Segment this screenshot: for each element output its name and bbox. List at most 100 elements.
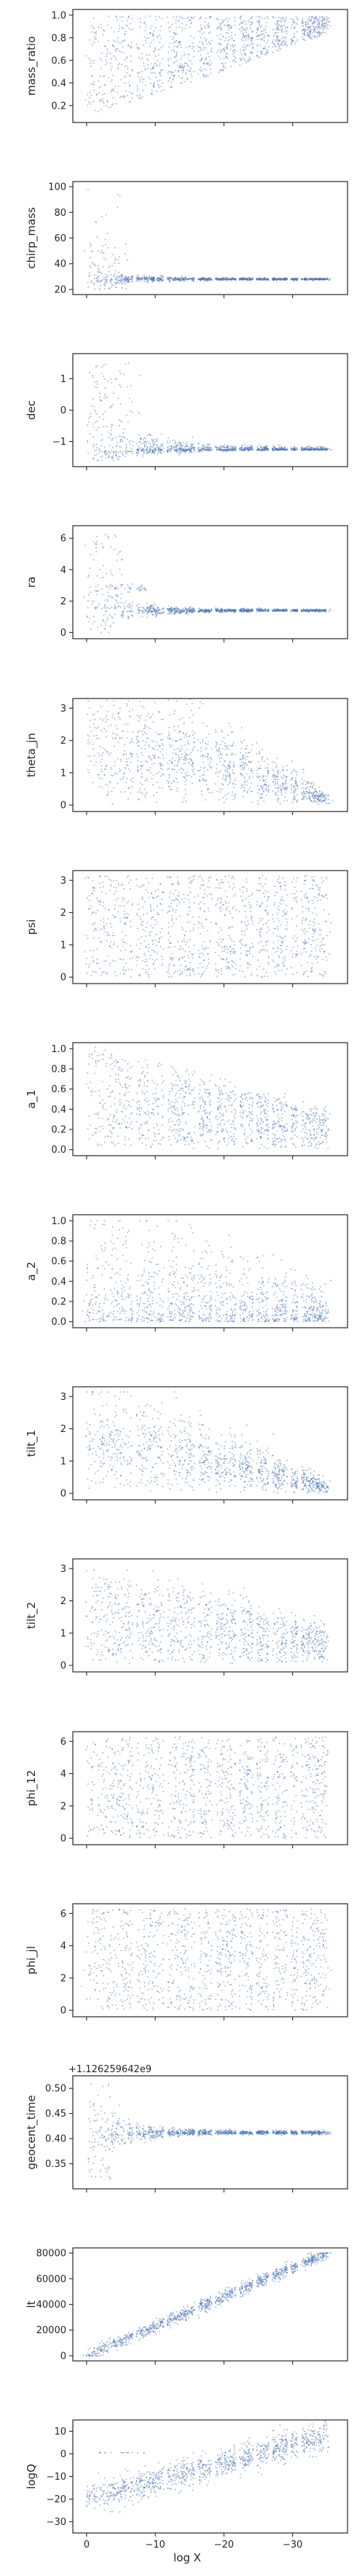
data-point [148, 607, 149, 608]
data-point [265, 52, 267, 54]
data-point [96, 594, 98, 596]
data-point [105, 452, 106, 454]
data-point [120, 274, 122, 276]
data-point [151, 610, 153, 612]
data-point [96, 93, 98, 96]
data-point [246, 28, 248, 30]
data-point [197, 278, 200, 279]
data-point [232, 609, 234, 610]
data-point [168, 52, 169, 54]
data-point [242, 784, 243, 786]
data-point [217, 279, 219, 281]
data-point [315, 609, 317, 610]
data-point [113, 39, 114, 41]
data-point [301, 36, 303, 38]
data-point [203, 611, 205, 613]
data-point [229, 25, 231, 26]
data-point [160, 279, 162, 280]
data-point [186, 610, 188, 612]
data-point [88, 58, 90, 60]
data-point [174, 33, 176, 35]
data-point [111, 58, 112, 60]
data-point [176, 450, 178, 452]
data-point [293, 448, 294, 450]
data-point [249, 444, 251, 446]
data-point [96, 607, 98, 609]
data-point [304, 28, 306, 31]
data-point [207, 75, 209, 77]
data-point [178, 444, 181, 446]
data-point [305, 277, 307, 279]
data-point [143, 62, 144, 64]
data-point [220, 278, 222, 279]
data-point [210, 449, 212, 451]
data-point [264, 278, 267, 279]
data-point [173, 607, 175, 609]
data-point [146, 452, 147, 454]
data-point [324, 447, 326, 449]
data-point [323, 277, 324, 279]
data-point [127, 584, 129, 586]
data-point [326, 448, 328, 450]
data-point [166, 450, 168, 452]
data-point [104, 396, 106, 397]
data-point [325, 448, 326, 451]
data-point [111, 279, 113, 281]
data-point [159, 279, 161, 280]
data-point [109, 436, 110, 438]
data-point [308, 31, 310, 33]
data-point [159, 74, 161, 75]
data-point [182, 66, 184, 69]
y-tick-label: 80 [54, 208, 66, 219]
data-point [108, 287, 109, 289]
data-point [168, 279, 170, 281]
data-point [127, 451, 129, 453]
data-point [168, 60, 169, 61]
data-point [119, 63, 120, 64]
data-point [157, 60, 158, 61]
data-point [225, 279, 227, 280]
data-point [273, 610, 275, 612]
data-point [103, 288, 106, 290]
data-point [318, 17, 321, 18]
data-point [121, 20, 123, 22]
data-point [234, 610, 236, 612]
data-point [277, 27, 278, 28]
data-point [232, 609, 234, 611]
data-point [142, 451, 144, 452]
y-tick-label: 2 [60, 596, 66, 607]
data-point [160, 443, 162, 445]
data-point [257, 607, 259, 610]
data-point [136, 85, 138, 87]
data-point [116, 607, 118, 609]
data-point [99, 392, 101, 394]
data-point [233, 61, 235, 62]
data-point [87, 440, 88, 442]
data-point [99, 101, 101, 102]
data-point [206, 445, 208, 446]
data-point [222, 445, 224, 447]
data-point [244, 28, 246, 30]
data-point [110, 583, 111, 585]
data-point [114, 588, 115, 590]
data-point [181, 82, 183, 84]
data-point [113, 275, 115, 277]
data-point [220, 445, 221, 448]
data-point [117, 40, 119, 42]
data-point [174, 450, 176, 451]
data-point [208, 449, 209, 451]
data-point [98, 265, 99, 267]
data-point [305, 23, 307, 26]
data-point [296, 447, 297, 448]
data-point [314, 279, 315, 281]
data-point [208, 26, 210, 28]
data-point [92, 263, 94, 265]
data-point [274, 45, 276, 47]
data-point [128, 591, 130, 593]
data-point [316, 20, 318, 21]
data-point [101, 366, 103, 368]
data-point [122, 602, 125, 604]
y-axis-label: dec [25, 400, 38, 420]
data-point [279, 40, 280, 42]
